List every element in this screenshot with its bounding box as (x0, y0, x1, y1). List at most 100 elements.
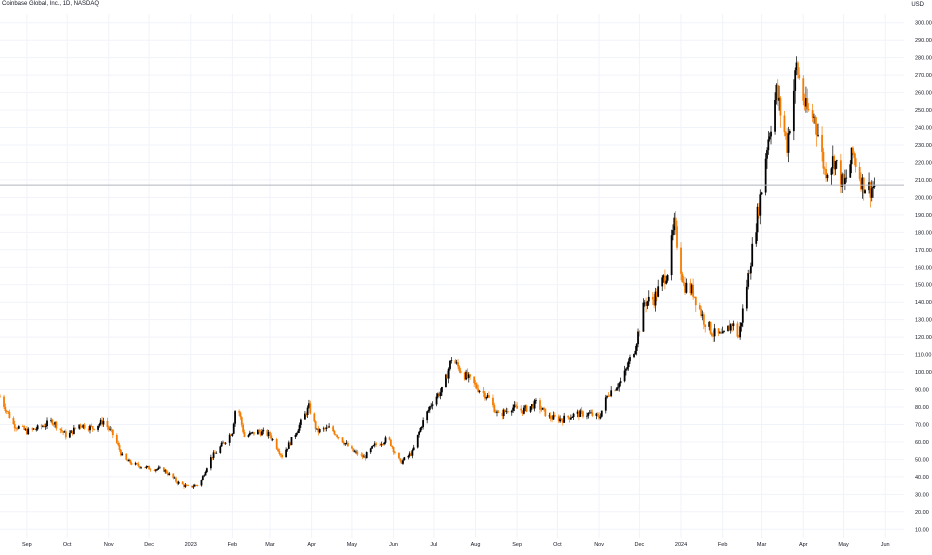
candle[interactable] (684, 277, 686, 295)
candle[interactable] (259, 429, 262, 437)
candle[interactable] (524, 404, 527, 412)
candle[interactable] (322, 426, 325, 432)
candle[interactable] (337, 436, 340, 440)
candle[interactable] (560, 418, 563, 422)
candle[interactable] (786, 128, 789, 157)
candle[interactable] (520, 405, 523, 413)
candle[interactable] (91, 425, 94, 432)
candle[interactable] (403, 456, 406, 461)
candle[interactable] (651, 291, 654, 305)
candle[interactable] (539, 397, 541, 414)
candle[interactable] (173, 476, 176, 479)
candle[interactable] (478, 389, 481, 394)
candle[interactable] (388, 436, 391, 441)
candle[interactable] (3, 394, 5, 409)
candle[interactable] (31, 427, 34, 432)
candle[interactable] (548, 412, 551, 419)
candle[interactable] (324, 427, 326, 432)
candle[interactable] (428, 405, 431, 414)
candle[interactable] (117, 440, 120, 447)
candle[interactable] (446, 370, 449, 379)
candle[interactable] (670, 229, 673, 281)
candle[interactable] (825, 162, 827, 182)
candle[interactable] (506, 408, 509, 414)
candle[interactable] (749, 262, 752, 280)
candle[interactable] (305, 412, 308, 417)
candle[interactable] (318, 428, 321, 434)
candle[interactable] (232, 422, 235, 435)
candle[interactable] (709, 321, 712, 335)
candle[interactable] (167, 471, 169, 477)
candle[interactable] (713, 323, 716, 342)
candle[interactable] (661, 274, 664, 292)
candle[interactable] (212, 450, 215, 461)
candle[interactable] (365, 451, 368, 459)
candle[interactable] (512, 404, 515, 414)
candle[interactable] (435, 393, 438, 407)
candle[interactable] (136, 462, 138, 465)
candle[interactable] (23, 425, 26, 431)
candle[interactable] (582, 410, 584, 419)
candle[interactable] (426, 410, 429, 424)
candle[interactable] (459, 368, 462, 374)
candle[interactable] (149, 467, 152, 472)
candle[interactable] (627, 358, 630, 371)
candle[interactable] (34, 428, 36, 430)
candle[interactable] (529, 406, 532, 414)
candle[interactable] (286, 448, 289, 452)
candle[interactable] (119, 449, 122, 457)
candle[interactable] (606, 395, 609, 399)
candle[interactable] (372, 444, 375, 447)
candle[interactable] (647, 290, 650, 306)
candle[interactable] (294, 433, 297, 439)
candle[interactable] (418, 430, 420, 438)
candle[interactable] (802, 75, 805, 106)
candle[interactable] (664, 269, 666, 290)
candle[interactable] (739, 321, 742, 340)
candle[interactable] (807, 103, 810, 112)
candle[interactable] (341, 437, 344, 443)
candle[interactable] (788, 129, 791, 135)
candle[interactable] (128, 458, 130, 462)
candle[interactable] (712, 330, 715, 342)
candle[interactable] (325, 424, 328, 432)
candle[interactable] (5, 409, 8, 415)
candle[interactable] (234, 409, 236, 427)
candle[interactable] (682, 275, 685, 287)
candle[interactable] (731, 322, 733, 332)
candle[interactable] (796, 60, 799, 79)
candle[interactable] (756, 203, 759, 241)
candle[interactable] (805, 86, 807, 113)
candle[interactable] (295, 432, 298, 437)
candle[interactable] (535, 398, 537, 404)
candle[interactable] (454, 358, 457, 364)
candle[interactable] (599, 413, 602, 420)
candle[interactable] (794, 67, 797, 104)
candle[interactable] (412, 444, 415, 451)
candle[interactable] (352, 448, 355, 452)
candle[interactable] (591, 409, 594, 417)
candle[interactable] (540, 405, 543, 412)
candle[interactable] (600, 410, 603, 418)
candle[interactable] (289, 441, 292, 446)
candle[interactable] (239, 411, 242, 420)
candle[interactable] (107, 425, 110, 432)
candle[interactable] (795, 56, 798, 76)
candle[interactable] (287, 440, 290, 449)
candle[interactable] (561, 417, 564, 426)
candle[interactable] (89, 424, 91, 434)
candle[interactable] (815, 117, 818, 147)
candle[interactable] (873, 177, 876, 189)
candle[interactable] (521, 410, 524, 416)
candle[interactable] (614, 389, 617, 392)
candle[interactable] (230, 433, 232, 437)
candle[interactable] (751, 237, 754, 267)
candle[interactable] (473, 376, 476, 388)
candle[interactable] (12, 416, 15, 425)
candle[interactable] (402, 458, 404, 465)
candle[interactable] (681, 271, 684, 283)
candle[interactable] (204, 470, 207, 476)
candle[interactable] (586, 412, 588, 420)
candle[interactable] (516, 402, 519, 409)
candle[interactable] (702, 312, 705, 330)
